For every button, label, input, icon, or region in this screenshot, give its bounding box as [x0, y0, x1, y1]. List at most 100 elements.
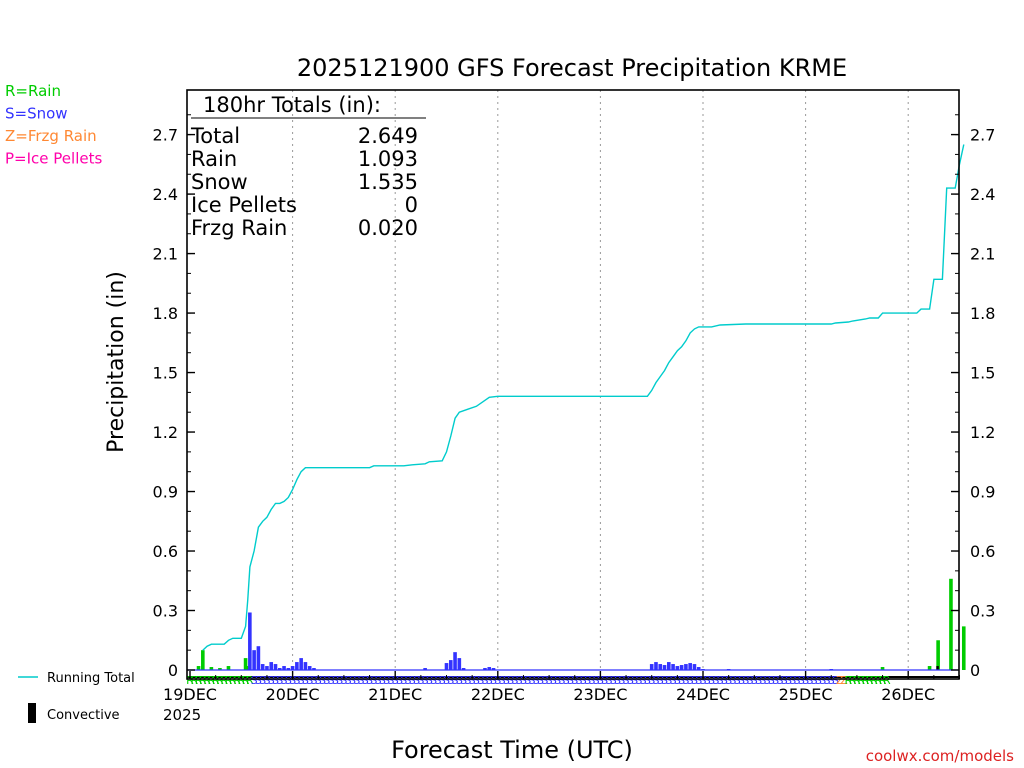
precip-type-letter: S: [571, 674, 578, 687]
precip-type-letter: S: [251, 674, 258, 687]
y-tick-label: 2.7: [970, 126, 995, 145]
y-tick-label: 1.8: [970, 304, 995, 323]
precip-type-letter: S: [310, 674, 317, 687]
precip-type-letter: R: [870, 674, 878, 687]
running-total-legend-label: Running Total: [47, 671, 135, 686]
rain-bar: [243, 658, 248, 670]
precip-type-letter: S: [302, 674, 309, 687]
precip-type-letter: S: [550, 674, 557, 687]
precip-type-letter: S: [289, 674, 296, 687]
precip-type-letter: S: [323, 674, 330, 687]
snow-bar: [448, 660, 453, 670]
rain-bar: [927, 666, 932, 670]
precip-type-letter: R: [237, 674, 245, 687]
precip-type-letter: R: [853, 674, 861, 687]
precip-type-letter: S: [742, 674, 749, 687]
precip-type-letter: S: [717, 674, 724, 687]
rain-bar: [196, 666, 201, 670]
precip-type-letter: S: [529, 674, 536, 687]
snow-bar: [658, 664, 663, 670]
totals-row-value: 0.020: [358, 216, 418, 240]
snow-bar: [299, 658, 303, 670]
snow-bar: [252, 650, 256, 670]
precip-type-letter: S: [789, 674, 796, 687]
precip-type-letter: S: [614, 674, 621, 687]
y-tick-label: 0.3: [153, 602, 178, 621]
precip-type-letter: S: [712, 674, 719, 687]
x-tick-label: 23DEC: [573, 685, 627, 704]
rain-bar: [936, 640, 940, 670]
y-tick-label: 1.8: [153, 304, 178, 323]
snow-bar: [312, 668, 316, 670]
snow-bar: [444, 663, 449, 670]
precip-type-letter: R: [216, 674, 224, 687]
snow-bar: [295, 662, 299, 670]
precip-type-letter: S: [588, 674, 595, 687]
totals-row-value: 1.535: [358, 170, 418, 194]
precip-type-letter: S: [443, 674, 450, 687]
snow-bar: [675, 666, 680, 670]
precip-type-letter: S: [704, 674, 711, 687]
precip-type-letter: S: [665, 674, 672, 687]
precip-type-letter: S: [670, 674, 677, 687]
y-tick-label: 0.9: [970, 483, 995, 502]
precip-type-letter: S: [738, 674, 745, 687]
precip-type-letter: S: [460, 674, 467, 687]
x-tick-label: 22DEC: [471, 685, 525, 704]
totals-row-value: 0: [405, 193, 418, 217]
precip-type-letter: S: [618, 674, 625, 687]
totals-title: 180hr Totals (in):: [203, 93, 381, 117]
snow-bar: [692, 664, 697, 670]
precip-type-letter: R: [229, 674, 237, 687]
precip-type-letter: S: [400, 674, 407, 687]
precip-type-letter: S: [490, 674, 497, 687]
precip-type-letter: S: [785, 674, 792, 687]
precip-type-letter: S: [332, 674, 339, 687]
x-tick-label: 24DEC: [676, 685, 730, 704]
precip-type-letter: S: [652, 674, 659, 687]
precip-type-letter: S: [422, 674, 429, 687]
totals-row-value: 1.093: [358, 147, 418, 171]
precip-type-letter: S: [721, 674, 728, 687]
precip-type-letter: S: [755, 674, 762, 687]
precip-type-letter: S: [345, 674, 352, 687]
totals-row-label: Snow: [191, 170, 248, 194]
x-tick-label: 19DEC: [163, 685, 217, 704]
precip-type-letter: R: [203, 674, 211, 687]
precip-type-letter: S: [802, 674, 809, 687]
precip-type-letter: S: [781, 674, 788, 687]
precip-type-letter: S: [635, 674, 642, 687]
precip-type-letter: S: [516, 674, 523, 687]
precip-type-letter: S: [298, 674, 305, 687]
precip-type-letter: S: [336, 674, 343, 687]
totals-row-label: Frzg Rain: [191, 216, 287, 240]
x-tick-label: 20DEC: [266, 685, 320, 704]
precip-type-letter: S: [828, 674, 835, 687]
rain-bar: [226, 666, 231, 670]
precip-type-letter: S: [558, 674, 565, 687]
precip-type-letter: S: [426, 674, 433, 687]
precip-type-letter: S: [306, 674, 313, 687]
precip-type-letter: S: [725, 674, 732, 687]
precip-type-letter: S: [661, 674, 668, 687]
totals-row-value: 2.649: [358, 124, 418, 148]
precip-type-letter: S: [520, 674, 527, 687]
precip-type-letter: S: [806, 674, 813, 687]
precip-type-letter: S: [456, 674, 463, 687]
precip-type-letter: S: [511, 674, 518, 687]
rain-bar: [201, 650, 205, 670]
precip-type-letter: S: [682, 674, 689, 687]
snow-bar: [649, 664, 654, 670]
precip-type-letter: S: [648, 674, 655, 687]
watermark: coolwx.com/models: [866, 747, 1014, 765]
precip-type-letter: S: [477, 674, 484, 687]
precip-type-letter: R: [845, 674, 853, 687]
precip-type-letter: S: [811, 674, 818, 687]
precip-type-letter: R: [242, 674, 250, 687]
rain-bar: [961, 626, 966, 670]
snow-bar: [688, 663, 692, 670]
snow-bar: [654, 662, 658, 670]
day-gridlines: [292, 90, 909, 679]
totals-box: 180hr Totals (in): Total 2.649 Rain 1.093 Sn…: [190, 93, 426, 240]
precip-type-letter: R: [199, 674, 207, 687]
